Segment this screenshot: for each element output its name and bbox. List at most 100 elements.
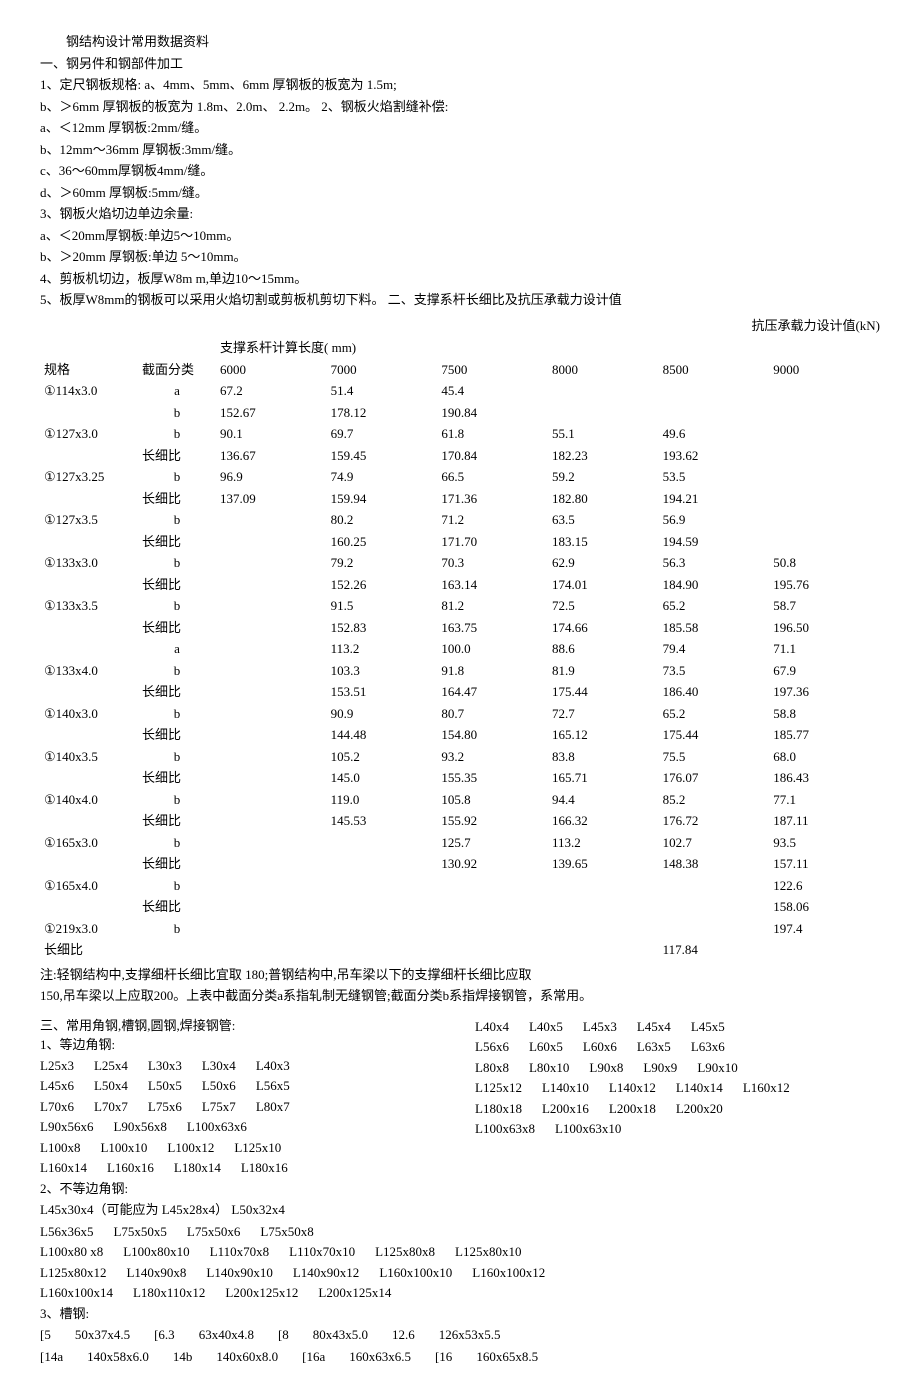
steel-spec-row: L56x36x5L75x50x5L75x50x6L75x50x8: [40, 1222, 880, 1242]
steel-spec-row: L180x18L200x16L200x18L200x20: [475, 1099, 880, 1119]
table-row: ①219x3.0b197.4: [40, 918, 880, 940]
steel-spec: L140x90x8: [126, 1263, 186, 1283]
steel-spec: 160x63x6.5: [349, 1347, 411, 1367]
steel-spec: L75x6: [148, 1097, 182, 1117]
steel-spec: L25x3: [40, 1056, 74, 1076]
steel-spec: [6.3: [154, 1325, 175, 1345]
steel-spec: L100x8: [40, 1138, 80, 1158]
table-row: ①133x4.0b103.391.881.973.567.9: [40, 660, 880, 682]
table-row-slenderness: 长细比145.53155.92166.32176.72187.11: [40, 810, 880, 832]
table-row: ①165x3.0b125.7113.2102.793.5: [40, 832, 880, 854]
th-class: 截面分类: [138, 359, 216, 381]
text-line: d、＞60mm 厚钢板:5mm/缝。: [40, 183, 880, 203]
steel-spec: 50x37x4.5: [75, 1325, 130, 1345]
table-row-slenderness: 长细比117.84: [40, 939, 880, 961]
steel-spec: L30x3: [148, 1056, 182, 1076]
steel-spec: L125x80x12: [40, 1263, 106, 1283]
steel-spec: 12.6: [392, 1325, 415, 1345]
steel-spec: [16: [435, 1347, 452, 1367]
table-note-2: 150,吊车梁以上应取200。上表中截面分类a系指轧制无缝钢管;截面分类b系指焊…: [40, 986, 880, 1006]
steel-spec: L110x70x8: [210, 1242, 269, 1262]
steel-spec: L45x4: [637, 1017, 671, 1037]
steel-spec: L100x80x10: [123, 1242, 189, 1262]
steel-spec: [16a: [302, 1347, 325, 1367]
steel-spec-row: L70x6L70x7L75x6L75x7L80x7: [40, 1097, 445, 1117]
steel-spec: L100x63x8: [475, 1119, 535, 1139]
table-row: ①140x3.0b90.980.772.765.258.8: [40, 703, 880, 725]
steel-spec-row: L125x80x12 L140x90x8 L140x90x10 L140x90x12 L…: [40, 1263, 880, 1283]
channel-spec-row: [14a140x58x6.014b140x60x8.0[16a160x63x6.…: [40, 1347, 880, 1367]
th-9000: 9000: [769, 359, 880, 381]
steel-spec: L160x14: [40, 1158, 87, 1178]
text-line: b、＞6mm 厚钢板的板宽为 1.8m、2.0m、 2.2m。 2、钢板火焰割缝…: [40, 97, 880, 117]
table-row-slenderness: 长细比160.25171.70183.15194.59: [40, 531, 880, 553]
text-line: 3、钢板火焰切边单边余量:: [40, 204, 880, 224]
steel-spec: L75x50x5: [113, 1222, 166, 1242]
steel-spec: L160x100x14: [40, 1283, 113, 1303]
text-line: b、＞20mm 厚钢板:单边 5～10mm。: [40, 247, 880, 267]
steel-spec: L100x63x6: [187, 1117, 247, 1137]
table-row: ①127x3.25b96.974.966.559.253.5: [40, 466, 880, 488]
table-row: ①165x4.0b122.6: [40, 875, 880, 897]
table-row-slenderness: 长细比144.48154.80165.12175.44185.77: [40, 724, 880, 746]
steel-spec: 80x43x5.0: [313, 1325, 368, 1345]
steel-spec: L160x100x10: [379, 1263, 452, 1283]
steel-spec: [14a: [40, 1347, 63, 1367]
steel-spec: L75x7: [202, 1097, 236, 1117]
steel-spec-row: L160x100x14L180x110x12L200x125x12L200x12…: [40, 1283, 880, 1303]
steel-spec: L90x56x8: [113, 1117, 166, 1137]
equal-angle-right-top: L40x4L40x5L45x3L45x4L45x5: [475, 1017, 880, 1037]
steel-spec-row: L100x80 x8L100x80x10L110x70x8L110x70x10L…: [40, 1242, 880, 1262]
text-line: 4、剪板机切边，板厚W8m m,单边10～15mm。: [40, 269, 880, 289]
steel-spec: L75x50x8: [260, 1222, 313, 1242]
steel-spec: L140x90x10: [206, 1263, 272, 1283]
steel-spec-row: L90x56x6L90x56x8L100x63x6: [40, 1117, 445, 1137]
steel-spec-row: L100x8L100x10L100x12L125x10: [40, 1138, 445, 1158]
bearing-capacity-table: 支撑系杆计算长度( mm) 规格 截面分类 6000 7000 7500 800…: [40, 337, 880, 961]
steel-spec-row: L160x14L160x16L180x14L180x16: [40, 1158, 445, 1178]
steel-spec: L100x80 x8: [40, 1242, 103, 1262]
steel-spec: L75x50x6: [187, 1222, 240, 1242]
steel-spec: L80x8: [475, 1058, 509, 1078]
steel-spec: L50x6: [202, 1076, 236, 1096]
table-row: ①127x3.5b80.271.263.556.9: [40, 509, 880, 531]
steel-spec: 160x65x8.5: [476, 1347, 538, 1367]
steel-spec: L90x9: [643, 1058, 677, 1078]
steel-spec: L110x70x10: [289, 1242, 355, 1262]
steel-spec: L50x4: [94, 1076, 128, 1096]
steel-spec: L80x10: [529, 1058, 569, 1078]
steel-spec: L25x4: [94, 1056, 128, 1076]
steel-spec: 126x53x5.5: [439, 1325, 501, 1345]
steel-spec: L100x63x10: [555, 1119, 621, 1139]
steel-spec: L160x100x12: [472, 1263, 545, 1283]
steel-spec: L60x6: [583, 1037, 617, 1057]
steel-spec: L30x4: [202, 1056, 236, 1076]
text-line: 1、定尺钢板规格: a、4mm、5mm、6mm 厚钢板的板宽为 1.5m;: [40, 75, 880, 95]
steel-spec: L100x12: [167, 1138, 214, 1158]
th-6000: 6000: [216, 359, 327, 381]
text-line: 5、板厚W8mm的钢板可以采用火焰切割或剪板机剪切下料。 二、支撑系杆长细比及抗…: [40, 290, 880, 310]
th-8000: 8000: [548, 359, 659, 381]
th-7500: 7500: [437, 359, 548, 381]
text-line: a、＜12mm 厚钢板:2mm/缝。: [40, 118, 880, 138]
table-row: ①133x3.0b79.270.362.956.350.8: [40, 552, 880, 574]
steel-spec: L180x18: [475, 1099, 522, 1119]
steel-spec: L63x5: [637, 1037, 671, 1057]
steel-spec: L40x5: [529, 1017, 563, 1037]
steel-spec: L200x20: [676, 1099, 723, 1119]
steel-spec: L200x16: [542, 1099, 589, 1119]
steel-spec: L140x90x12: [293, 1263, 359, 1283]
steel-spec: L56x5: [256, 1076, 290, 1096]
table-row: a113.2100.088.679.471.1: [40, 638, 880, 660]
steel-spec: L125x12: [475, 1078, 522, 1098]
table-row-slenderness: 长细比130.92139.65148.38157.11: [40, 853, 880, 875]
steel-spec: L180x14: [174, 1158, 221, 1178]
steel-spec: L70x7: [94, 1097, 128, 1117]
section-3-heading: 三、常用角钢,槽钢,圆钢,焊接钢管:: [40, 1018, 235, 1033]
table-row: ①140x3.5b105.293.283.875.568.0: [40, 746, 880, 768]
text-line: b、12mm～36mm 厚钢板:3mm/缝。: [40, 140, 880, 160]
steel-spec: L200x125x12: [225, 1283, 298, 1303]
th-7000: 7000: [327, 359, 438, 381]
steel-spec: [8: [278, 1325, 289, 1345]
steel-spec: L140x10: [542, 1078, 589, 1098]
